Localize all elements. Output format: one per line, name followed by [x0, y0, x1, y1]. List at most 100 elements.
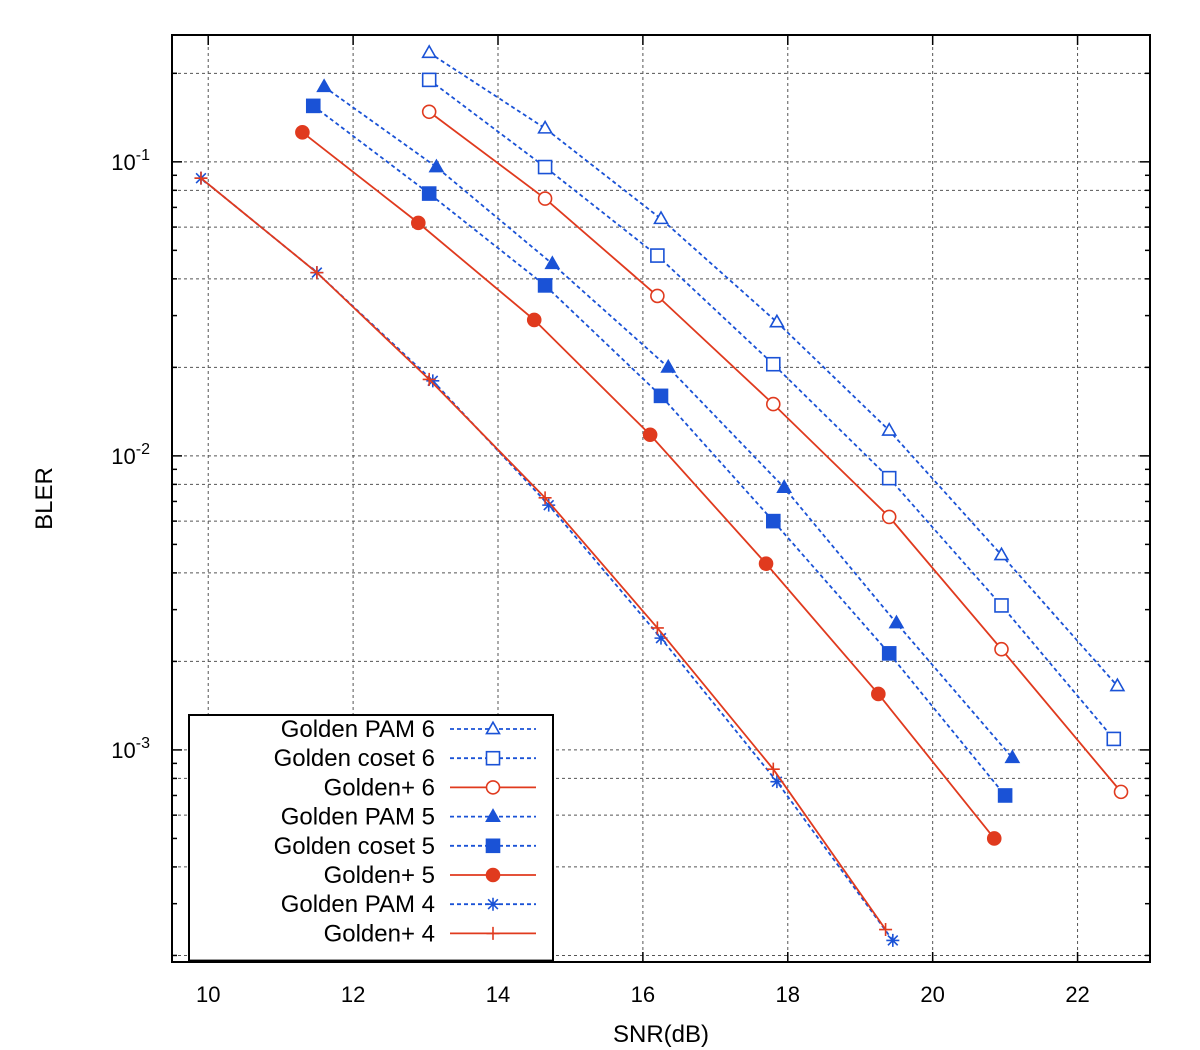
x-tick-label: 12 [341, 982, 365, 1007]
data-point [881, 509, 897, 525]
legend-label: Golden coset 5 [274, 833, 435, 860]
legend-marker [486, 897, 500, 911]
y-tick-label: 10-1 [111, 147, 150, 175]
data-point [316, 78, 333, 93]
data-point [642, 427, 658, 443]
data-point [769, 313, 785, 328]
legend-label: Golden PAM 5 [281, 804, 435, 831]
data-point [295, 125, 310, 140]
data-point [765, 356, 781, 372]
data-point [660, 358, 677, 373]
plot-frame [171, 34, 1151, 963]
data-point [871, 686, 886, 702]
x-axis-title: SNR(dB) [613, 1021, 709, 1048]
series-2 [421, 104, 1129, 800]
legend-entry: Golden PAM 4 [281, 891, 536, 918]
data-point [881, 470, 897, 486]
data-point [994, 598, 1009, 613]
x-tick-label: 20 [920, 982, 944, 1007]
series-1 [421, 72, 1122, 747]
series-5 [295, 125, 1002, 846]
data-point [997, 788, 1013, 803]
data-point [537, 278, 553, 293]
legend-label: Golden coset 6 [274, 745, 435, 772]
data-point [537, 159, 553, 175]
data-point [537, 119, 553, 134]
x-tick-label: 10 [196, 982, 220, 1007]
data-point [422, 372, 436, 386]
data-point [421, 72, 437, 88]
data-point [993, 546, 1010, 561]
legend-marker [485, 720, 501, 735]
data-point [310, 266, 324, 280]
data-point [1109, 677, 1126, 692]
data-point [1004, 749, 1021, 764]
legend-marker [485, 780, 501, 795]
legend-label: Golden+ 5 [324, 862, 435, 889]
x-tick-label: 22 [1065, 982, 1089, 1007]
data-point [650, 248, 665, 263]
legend-entry: Golden+ 4 [324, 920, 536, 947]
legend-label: Golden PAM 6 [281, 716, 435, 743]
data-point [758, 556, 774, 571]
data-point [650, 288, 665, 304]
series-0 [421, 44, 1126, 692]
legend-marker [485, 750, 501, 766]
legend-marker [485, 867, 501, 883]
legend-entry: Golden coset 5 [274, 833, 536, 860]
data-point [411, 215, 426, 231]
data-point [886, 933, 900, 947]
data-point [538, 491, 552, 505]
legend-marker [485, 838, 501, 854]
data-point [421, 186, 437, 201]
y-tick-label: 10-2 [111, 441, 150, 469]
data-point [544, 255, 561, 270]
data-point [428, 158, 445, 173]
series-layer [194, 44, 1129, 947]
data-point [881, 422, 898, 436]
series-7 [194, 171, 893, 937]
x-tick-label: 14 [486, 982, 510, 1007]
legend-marker [486, 926, 500, 940]
data-point [526, 312, 542, 328]
data-point [879, 923, 893, 937]
data-point [421, 44, 438, 59]
data-point [653, 210, 669, 225]
data-point [194, 171, 208, 185]
legend-entry: Golden PAM 6 [281, 716, 536, 743]
legend-entry: Golden PAM 5 [281, 804, 536, 831]
series-4 [305, 98, 1013, 803]
ticks: 10 12 14 16 18 20 22 10-1 10-2 10-3 [111, 35, 1150, 1007]
data-point [542, 498, 556, 512]
data-point [765, 396, 781, 412]
y-tick-label: 10-3 [111, 735, 150, 763]
legend-entry: Golden+ 5 [324, 862, 536, 889]
data-point [654, 631, 668, 645]
data-point [426, 374, 440, 388]
series-3 [316, 78, 1021, 764]
data-point [765, 513, 781, 529]
series-line [428, 111, 1122, 793]
y-axis-title: BLER [31, 467, 58, 530]
data-point [421, 104, 437, 120]
legend-label: Golden PAM 4 [281, 891, 435, 918]
legend-entry: Golden coset 6 [274, 745, 536, 772]
x-tick-label: 18 [776, 982, 800, 1007]
data-point [770, 775, 784, 789]
data-point [986, 831, 1002, 846]
data-point [650, 621, 664, 635]
legend-label: Golden+ 4 [324, 920, 435, 947]
data-point [776, 479, 793, 493]
data-point [888, 614, 905, 629]
data-point [994, 641, 1009, 657]
data-point [1106, 731, 1122, 747]
legend-entry: Golden+ 6 [324, 774, 536, 801]
legend-label: Golden+ 6 [324, 774, 435, 801]
data-point [881, 646, 897, 661]
data-point [537, 191, 553, 206]
data-point [1113, 784, 1129, 800]
data-point [653, 388, 669, 404]
data-point [766, 762, 780, 776]
